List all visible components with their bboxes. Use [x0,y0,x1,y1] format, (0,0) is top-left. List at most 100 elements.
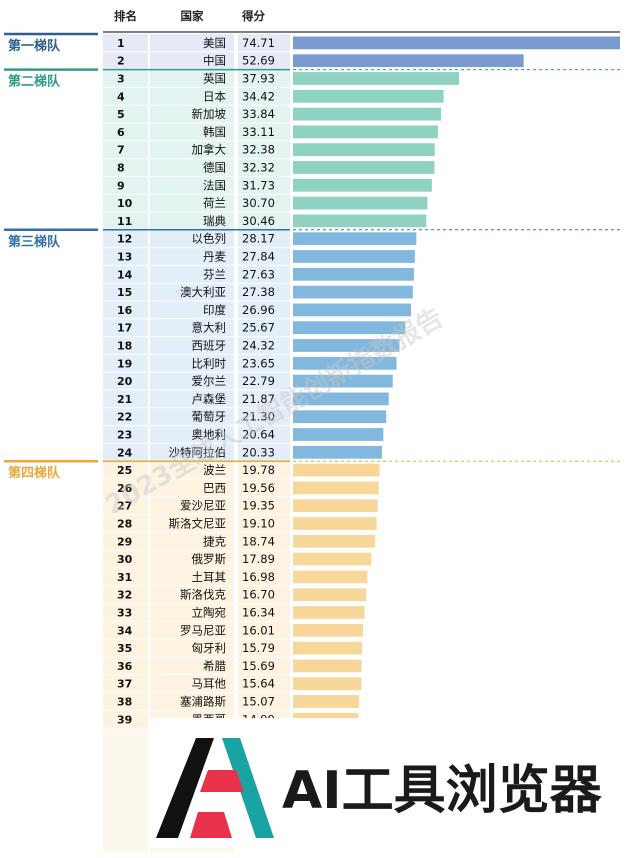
score-cell: 26.96 [242,303,275,317]
rank-cell: 4 [117,90,125,103]
rank-cell: 16 [117,304,133,317]
score-cell: 16.70 [242,588,275,602]
country-cell: 奥地利 [192,428,227,442]
logo-text: AI工具浏览器 [282,761,603,821]
score-bar [293,303,412,317]
score-bar [293,178,432,192]
score-cell: 34.42 [242,89,275,103]
rank-cell: 31 [117,571,132,584]
country-cell: 新加坡 [192,107,227,121]
score-cell: 33.84 [242,107,275,121]
country-cell: 加拿大 [192,143,227,157]
score-bar [293,517,377,530]
score-bar [293,659,362,673]
rank-cell: 10 [117,197,133,210]
score-cell: 19.10 [242,517,275,531]
rank-cell: 25 [117,464,132,477]
score-cell: 52.69 [242,54,275,68]
country-cell: 土耳其 [192,570,227,584]
score-bar [293,641,363,655]
rank-cell: 3 [117,73,125,86]
country-cell: 沙特阿拉伯 [169,445,227,459]
score-cell: 19.56 [242,481,275,495]
rank-cell: 35 [117,642,132,655]
score-cell: 28.17 [242,232,275,246]
score-cell: 16.98 [242,570,275,584]
country-cell: 爱沙尼亚 [180,499,226,513]
country-cell: 爱尔兰 [192,374,227,388]
country-cell: 希腊 [203,659,226,673]
score-cell: 27.38 [242,285,275,299]
country-cell: 西班牙 [192,339,227,353]
score-cell: 18.74 [242,534,275,548]
rank-cell: 38 [117,696,132,709]
score-bar [293,339,400,352]
country-cell: 德国 [203,161,226,175]
country-cell: 匈牙利 [192,641,227,655]
rank-cell: 14 [117,268,133,281]
country-cell: 意大利 [192,321,227,335]
logo: AI工具浏览器 [150,718,612,848]
score-cell: 27.84 [242,250,275,264]
score-bar [293,250,415,263]
rank-cell: 24 [117,446,133,459]
score-cell: 15.69 [242,659,275,673]
score-cell: 17.89 [242,552,275,566]
tier-label: 第一梯队 [8,38,61,54]
score-bar [293,392,389,406]
score-bar [293,214,427,228]
rank-cell: 18 [117,340,132,353]
score-bar [293,321,406,335]
rank-cell: 33 [117,607,132,620]
country-cell: 澳大利亚 [180,285,226,299]
score-cell: 32.32 [242,161,275,175]
score-bar [293,499,378,513]
country-cell: 捷克 [203,534,226,548]
rank-cell: 1 [117,37,125,50]
score-cell: 32.38 [242,143,275,157]
country-cell: 斯洛文尼亚 [169,517,227,531]
score-bar [293,161,435,174]
rank-cell: 28 [117,518,132,531]
score-cell: 21.87 [242,392,275,406]
score-bar [293,232,417,246]
score-header: 得分 [241,9,265,23]
score-column-bg [238,229,290,462]
rank-header: 排名 [114,9,137,23]
country-cell: 以色列 [192,232,227,246]
score-bar [293,36,620,50]
country-cell: 丹麦 [203,250,226,264]
score-cell: 20.33 [242,445,275,459]
country-cell: 美国 [203,36,226,50]
rank-column-bg [103,229,148,462]
score-bar [293,695,359,708]
rank-cell: 30 [117,553,133,566]
score-cell: 15.79 [242,641,275,655]
rank-column-bg [103,728,148,852]
rank-cell: 11 [117,215,132,228]
country-cell: 巴西 [203,481,226,495]
rank-cell: 2 [117,55,125,68]
rank-cell: 9 [117,179,125,192]
score-bar [293,89,444,103]
country-cell: 比利时 [192,356,227,370]
country-cell: 罗马尼亚 [180,623,226,637]
rank-cell: 21 [117,393,132,406]
score-cell: 24.32 [242,339,275,353]
score-bar [293,107,442,121]
country-cell: 立陶宛 [192,606,227,620]
score-bar [293,463,380,477]
rank-cell: 17 [117,322,132,335]
score-cell: 74.71 [242,36,275,50]
score-cell: 16.34 [242,606,275,620]
country-cell: 塞浦路斯 [180,695,226,709]
score-bar [293,534,376,548]
rank-cell: 20 [117,375,133,388]
score-bar [293,356,397,370]
score-bar [293,445,382,459]
score-cell: 27.63 [242,267,275,281]
rank-cell: 6 [117,126,125,139]
rank-cell: 34 [117,624,133,637]
rank-cell: 27 [117,500,132,513]
